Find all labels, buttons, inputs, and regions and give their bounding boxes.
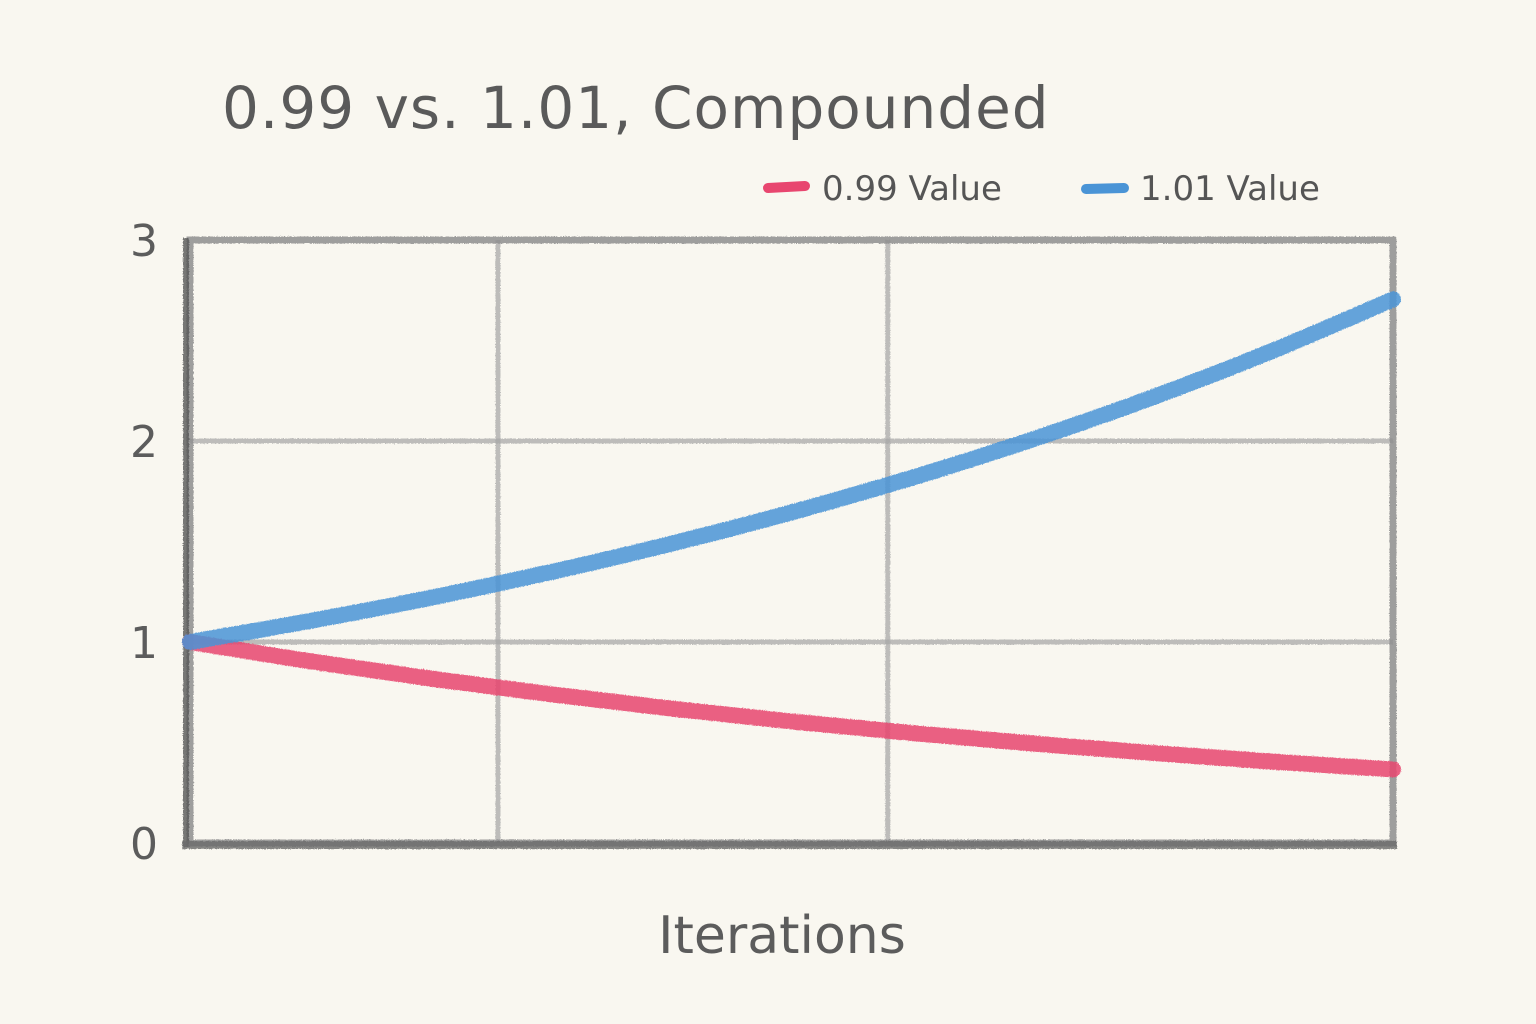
chart-title: 0.99 vs. 1.01, Compounded <box>222 74 1050 142</box>
series-line-1-01 <box>182 291 1401 650</box>
x-axis-label: Iterations <box>658 906 906 966</box>
y-axis-ticks: 0 1 2 3 <box>130 216 158 870</box>
y-tick-label-0: 0 <box>130 819 158 870</box>
legend-swatch-1-01 <box>1081 183 1129 194</box>
y-tick-label-3: 3 <box>130 216 158 267</box>
legend-swatch-0-99 <box>763 181 810 193</box>
y-tick-label-1: 1 <box>130 618 158 669</box>
legend-label-1-01: 1.01 Value <box>1140 169 1320 209</box>
y-tick-label-2: 2 <box>130 417 158 468</box>
legend: 0.99 Value 1.01 Value <box>763 169 1320 209</box>
plot-frame <box>182 236 1397 849</box>
legend-label-0-99: 0.99 Value <box>822 169 1002 209</box>
series-lines <box>182 291 1401 778</box>
grid <box>190 240 1393 843</box>
series-line-0-99 <box>182 634 1401 778</box>
